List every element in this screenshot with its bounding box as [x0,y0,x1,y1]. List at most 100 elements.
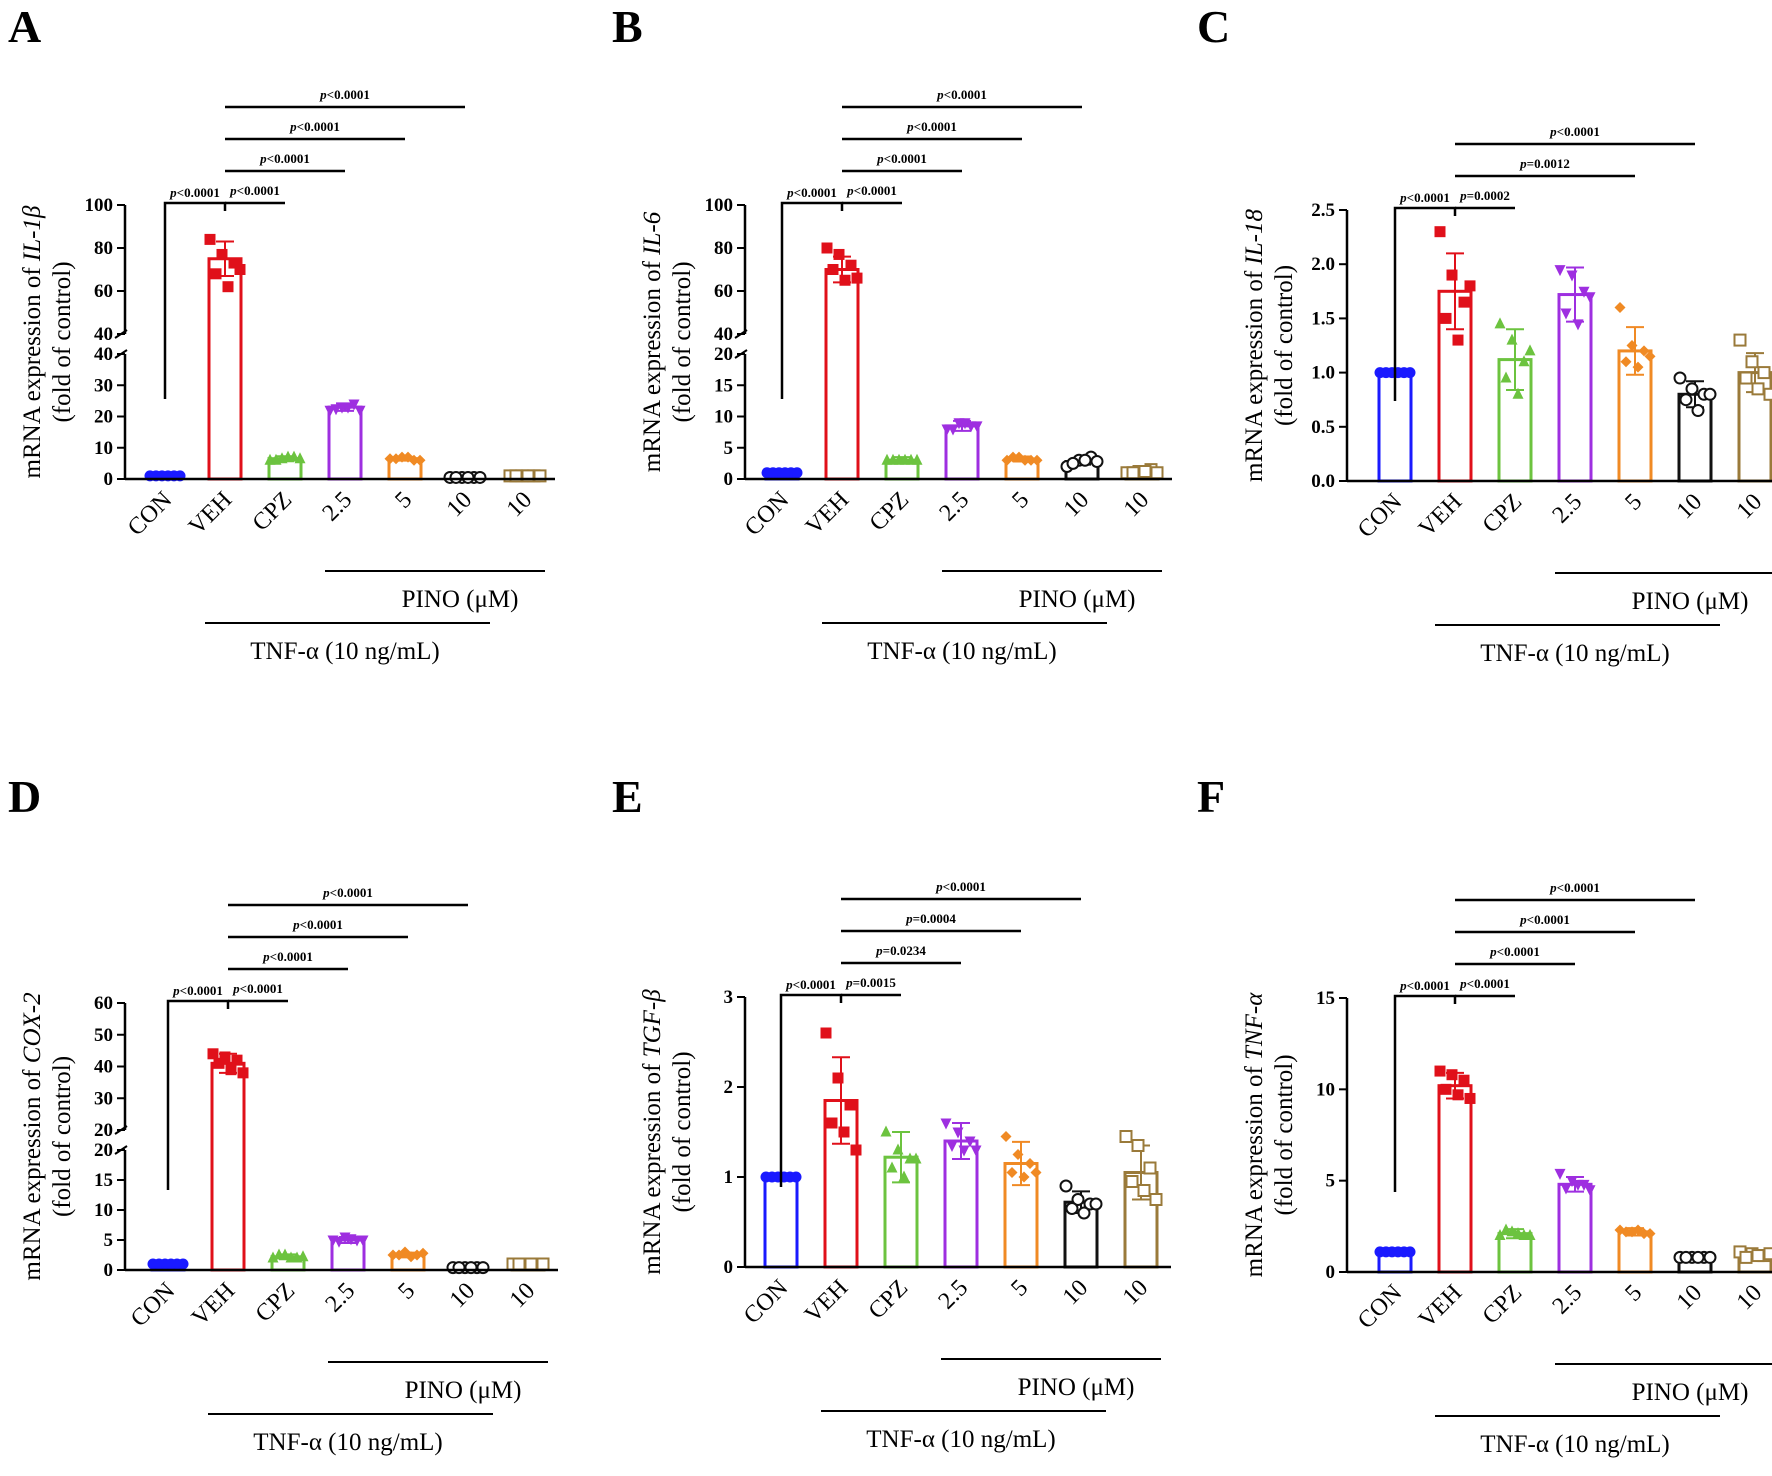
bar-VEH [210,1061,246,1272]
p-symbol: p [906,119,914,134]
data-point [1620,356,1632,368]
y-tick-label: 15 [714,375,733,396]
p-value-label: p<0.0001 [1549,124,1600,139]
p-value: <0.0001 [1407,190,1450,205]
x-tick-label: 10 [1732,489,1767,524]
data-point [1150,466,1164,480]
p-value-label: p=0.0234 [875,943,926,958]
y-axis-label-line1: mRNA expression of [1241,1060,1268,1277]
p-value-label: p<0.0001 [262,949,313,964]
data-point [1679,393,1693,407]
y-axis-label: mRNA expression of COX-2(fold of control… [19,992,76,1280]
data-point [1458,296,1470,308]
data-point [1137,1184,1151,1197]
y-tick-label: 30 [94,1088,113,1109]
data-point [1012,1149,1024,1160]
x-tick-label: 10 [505,1278,540,1313]
p-value-label: p<0.0001 [289,119,340,134]
data-point [826,1117,838,1129]
y-axis-label-line2: (fold of control) [1271,1054,1298,1215]
x-tick-label: 10 [1732,1280,1767,1315]
p-value: <0.0001 [237,183,280,198]
data-point [1071,1193,1085,1206]
y-tick-label: 0 [104,1260,114,1281]
data-point [333,1236,345,1248]
data-point [1739,371,1753,385]
data-point [1745,355,1759,369]
y-tick-label: 5 [724,438,734,459]
data-point [1119,1130,1133,1143]
pino-group-label: PINO (μM) [1632,1379,1749,1406]
bar-2.5 [330,1238,366,1272]
data-point [512,1257,526,1271]
data-point [779,467,791,479]
data-point [1524,1228,1536,1240]
data-point [228,257,240,269]
data-point [1632,361,1644,373]
data-point [1126,466,1140,480]
p-value-label: p<0.0001 [229,183,280,198]
y-tick-label: 80 [94,238,113,259]
data-point [1512,1227,1524,1239]
sig-bracket [1393,994,1457,1192]
p-symbol: p [1459,188,1467,203]
data-point [821,242,833,254]
data-point [285,1251,297,1263]
data-point [827,264,839,275]
p-value-label: p<0.0001 [232,981,283,996]
sig-bracket [780,201,844,399]
p-value-label: p<0.0001 [259,151,310,166]
y-axis-label: mRNA expression of IL-18(fold of control… [1241,209,1298,482]
data-point [899,453,911,465]
y-axis-label-line2: (fold of control) [669,1051,696,1212]
x-tick-label: VEH [184,487,237,540]
data-point [219,1051,231,1063]
data-point [357,1235,369,1247]
y-tick-label: 10 [94,438,113,459]
data-point [850,1144,862,1156]
y-tick-label: 0.0 [1311,471,1335,492]
p-symbol: p [936,87,944,102]
pino-group-label: PINO (μM) [405,1377,522,1404]
x-tick-label: CPZ [864,1275,914,1325]
bar-2.5 [327,405,363,481]
p-symbol: p [262,949,270,964]
data-point [959,418,971,430]
data-point [1434,226,1446,238]
data-point [1494,1228,1506,1240]
y-tick-label: 2 [724,1077,734,1098]
p-symbol: p [322,885,330,900]
p-value: <0.0001 [794,185,837,200]
p-symbol: p [875,943,883,958]
p-value: <0.0001 [944,87,987,102]
data-point [177,1258,189,1270]
p-value: <0.0001 [327,87,370,102]
data-point [345,1234,357,1246]
data-point [898,1170,910,1182]
p-value-label: p<0.0001 [169,185,220,200]
data-point [838,1126,850,1138]
data-point [1089,1197,1103,1211]
data-point [892,1143,904,1155]
data-point [1090,455,1104,468]
p-symbol: p [1459,976,1467,991]
data-point [348,399,360,411]
data-point [1446,1069,1458,1081]
data-point [213,1057,225,1069]
data-point [1404,1246,1416,1258]
data-point [210,268,222,280]
x-tick-label: CON [123,487,177,541]
p-value-label: p<0.0001 [906,119,957,134]
bar-VEH [824,268,860,481]
x-tick-label: CPZ [865,487,915,537]
x-tick-label: 2.5 [321,1278,361,1318]
p-value-label: p<0.0001 [1399,978,1450,993]
data-point [1380,367,1392,379]
y-axis-label-gene: TGF-β [639,989,666,1058]
data-point [461,470,475,484]
p-symbol: p [876,151,884,166]
p-value: <0.0001 [1497,944,1540,959]
data-point [1500,1223,1512,1235]
